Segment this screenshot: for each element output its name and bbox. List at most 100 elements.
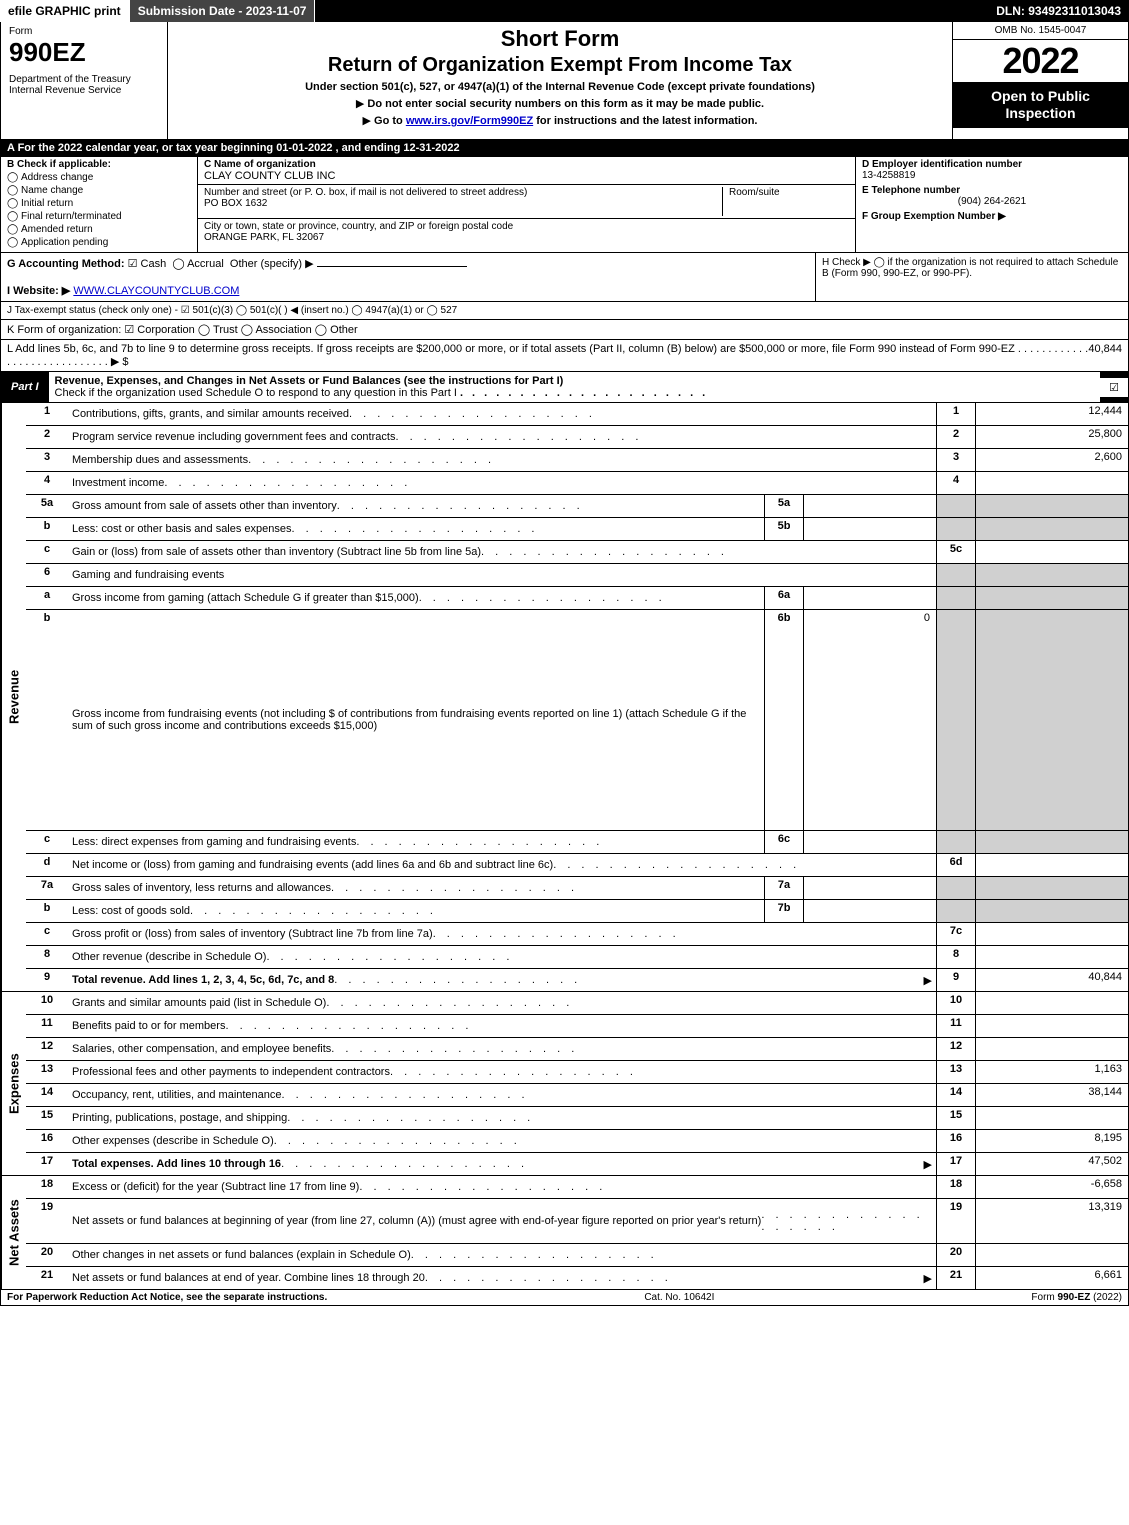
org-name-block: C Name of organization CLAY COUNTY CLUB …	[198, 157, 855, 184]
line-num: c	[26, 831, 68, 853]
col-val: 40,844	[975, 969, 1128, 991]
line-desc: Other expenses (describe in Schedule O) …	[68, 1130, 936, 1152]
chk-accrual[interactable]: Accrual	[172, 258, 223, 270]
col-val	[975, 992, 1128, 1014]
line-c: cLess: direct expenses from gaming and f…	[26, 830, 1128, 853]
footer-form: Form 990-EZ (2022)	[1031, 1292, 1122, 1303]
line-desc: Less: cost of goods sold . . . . . . . .…	[68, 900, 764, 922]
part1-title: Revenue, Expenses, and Changes in Net As…	[49, 372, 1100, 402]
chk-cash[interactable]: Cash	[128, 258, 167, 270]
line-num: 14	[26, 1084, 68, 1106]
line-num: 20	[26, 1244, 68, 1266]
j-tax-exempt: J Tax-exempt status (check only one) - ☑…	[0, 302, 1129, 320]
line-num: 17	[26, 1153, 68, 1175]
mini-val: 0	[804, 610, 936, 830]
line-d: dNet income or (loss) from gaming and fu…	[26, 853, 1128, 876]
col-val: 8,195	[975, 1130, 1128, 1152]
mini-num: 5a	[765, 495, 804, 517]
col-val	[975, 1107, 1128, 1129]
open-inspection: Open to Public Inspection	[953, 82, 1128, 128]
title-short-form: Short Form	[180, 26, 940, 52]
chk-final[interactable]: Final return/terminated	[7, 211, 191, 222]
line-num: 19	[26, 1199, 68, 1243]
col-def: D Employer identification number 13-4258…	[855, 157, 1128, 252]
col-num: 7c	[936, 923, 975, 945]
website-link[interactable]: WWW.CLAYCOUNTYCLUB.COM	[73, 285, 239, 297]
line-12: 12Salaries, other compensation, and empl…	[26, 1037, 1128, 1060]
line-2: 2Program service revenue including gover…	[26, 425, 1128, 448]
col-num: 11	[936, 1015, 975, 1037]
header-left: Form 990EZ Department of the Treasury In…	[1, 22, 168, 139]
addr-left: Number and street (or P. O. box, if mail…	[204, 187, 722, 216]
line-num: b	[26, 610, 68, 830]
mini-num: 7b	[765, 900, 804, 922]
line-13: 13Professional fees and other payments t…	[26, 1060, 1128, 1083]
form-name: 990EZ	[9, 37, 159, 68]
footer-left: For Paperwork Reduction Act Notice, see …	[7, 1292, 327, 1303]
mini-val	[804, 831, 936, 853]
col-val	[975, 854, 1128, 876]
col-val	[975, 472, 1128, 494]
col-num: 15	[936, 1107, 975, 1129]
line-num: 9	[26, 969, 68, 991]
chk-initial[interactable]: Initial return	[7, 198, 191, 209]
part1-check[interactable]: ☑	[1100, 378, 1128, 397]
line-desc: Gain or (loss) from sale of assets other…	[68, 541, 936, 563]
line-6: 6Gaming and fundraising events	[26, 563, 1128, 586]
mini-val	[804, 900, 936, 922]
line-num: 1	[26, 403, 68, 425]
chk-name[interactable]: Name change	[7, 185, 191, 196]
instr-ssn: Do not enter social security numbers on …	[180, 97, 940, 110]
line-10: 10Grants and similar amounts paid (list …	[26, 992, 1128, 1014]
line-1: 1Contributions, gifts, grants, and simil…	[26, 403, 1128, 425]
mini-col: 6a	[764, 587, 936, 609]
line-21: 21Net assets or fund balances at end of …	[26, 1266, 1128, 1289]
org-name: CLAY COUNTY CLUB INC	[204, 170, 849, 182]
group-exemption: F Group Exemption Number ▶	[862, 211, 1122, 222]
col-num: 19	[936, 1199, 975, 1243]
col-num: 12	[936, 1038, 975, 1060]
line-num: 8	[26, 946, 68, 968]
line-14: 14Occupancy, rent, utilities, and mainte…	[26, 1083, 1128, 1106]
addr-label: Number and street (or P. O. box, if mail…	[204, 187, 722, 198]
c-label: C Name of organization	[204, 159, 849, 170]
k-form-org: K Form of organization: ☑ Corporation ◯ …	[0, 320, 1129, 340]
chk-application[interactable]: Application pending	[7, 237, 191, 248]
line-desc: Gaming and fundraising events	[68, 564, 936, 586]
h-check: H Check ▶ ◯ if the organization is not r…	[815, 253, 1128, 301]
line-desc: Program service revenue including govern…	[68, 426, 936, 448]
line-num: 3	[26, 449, 68, 471]
col-val	[975, 1244, 1128, 1266]
col-val	[975, 564, 1128, 586]
mini-val	[804, 587, 936, 609]
room-suite: Room/suite	[722, 187, 849, 216]
mini-num: 5b	[765, 518, 804, 540]
line-desc: Contributions, gifts, grants, and simila…	[68, 403, 936, 425]
line-num: 21	[26, 1267, 68, 1289]
col-num: 20	[936, 1244, 975, 1266]
col-val	[975, 1015, 1128, 1037]
footer-cat: Cat. No. 10642I	[327, 1292, 1031, 1303]
mini-val	[804, 518, 936, 540]
b-label: B Check if applicable:	[7, 159, 191, 170]
chk-amended[interactable]: Amended return	[7, 224, 191, 235]
col-val: 12,444	[975, 403, 1128, 425]
phone-label: E Telephone number	[862, 185, 1122, 196]
col-num	[936, 877, 975, 899]
omb-number: OMB No. 1545-0047	[953, 22, 1128, 40]
line-desc: Net assets or fund balances at beginning…	[68, 1199, 936, 1243]
line-desc: Excess or (deficit) for the year (Subtra…	[68, 1176, 936, 1198]
irs-link[interactable]: www.irs.gov/Form990EZ	[406, 115, 533, 127]
line-num: 16	[26, 1130, 68, 1152]
mini-val	[804, 495, 936, 517]
line-5a: 5aGross amount from sale of assets other…	[26, 494, 1128, 517]
line-num: 13	[26, 1061, 68, 1083]
col-num: 10	[936, 992, 975, 1014]
g-other: Other (specify) ▶	[230, 258, 314, 270]
line-desc: Gross sales of inventory, less returns a…	[68, 877, 764, 899]
col-num: 2	[936, 426, 975, 448]
col-val	[975, 877, 1128, 899]
line-7a: 7aGross sales of inventory, less returns…	[26, 876, 1128, 899]
chk-address[interactable]: Address change	[7, 172, 191, 183]
efile-label[interactable]: efile GRAPHIC print	[0, 0, 130, 22]
